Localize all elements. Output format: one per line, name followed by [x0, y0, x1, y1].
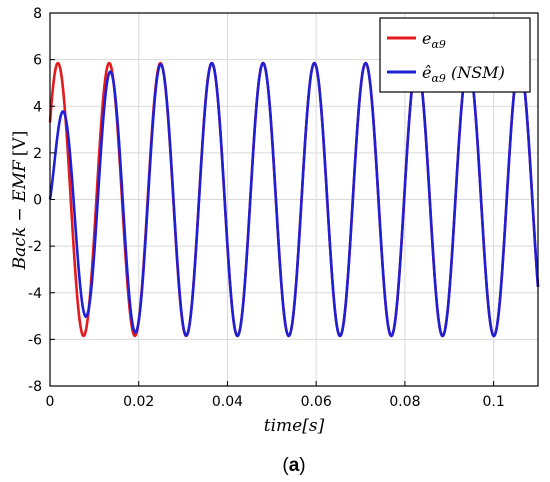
legend-label-ehat-sub: α9: [431, 72, 445, 85]
legend-label-ehat-base: ê: [422, 63, 431, 82]
x-tick-label: 0.1: [483, 394, 505, 410]
legend: eα9 êα9 (NSM): [379, 17, 531, 93]
series-group: [48, 61, 540, 338]
y-tick-label: -8: [28, 379, 42, 395]
y-tick-label: 0: [33, 193, 42, 209]
y-tick-label: -2: [28, 239, 42, 255]
y-tick-label: -4: [28, 286, 42, 302]
y-axis-label-var: Back − EMF: [10, 159, 30, 270]
tick-group: 0 0.02 0.04 0.06 0.08 0.1 -8 -6 -4 -2 0 2 4 6 8: [28, 6, 505, 410]
caption-close: ): [299, 455, 305, 476]
y-tick-label: 8: [33, 6, 42, 22]
caption-letter: a: [289, 455, 300, 476]
x-axis-label: time[s]: [264, 416, 325, 436]
legend-label-e-sub: α9: [431, 38, 445, 51]
y-tick-label: 4: [33, 99, 42, 115]
legend-label-e: eα9: [422, 29, 446, 51]
legend-label-ehat-suffix: (NSM): [446, 63, 505, 82]
caption-open: (: [282, 455, 289, 476]
x-tick-label: 0.02: [123, 394, 154, 410]
legend-label-ehat: êα9 (NSM): [422, 63, 505, 85]
x-tick-label: 0: [46, 394, 55, 410]
y-tick-label: 2: [33, 146, 42, 162]
series-line-ehat-alpha9: [48, 61, 540, 338]
caption: (a): [282, 455, 305, 476]
legend-box: [379, 17, 531, 93]
y-tick-label: 6: [33, 53, 42, 69]
legend-label-e-base: e: [422, 29, 431, 48]
grid: [50, 13, 538, 386]
x-tick-label: 0.04: [212, 394, 243, 410]
x-tick-label: 0.08: [389, 394, 420, 410]
y-tick-label: -6: [28, 332, 42, 348]
y-axis-label-unit: [V]: [10, 131, 30, 157]
y-axis-label: Back − EMF[V]: [10, 131, 30, 271]
x-tick-label: 0.06: [301, 394, 332, 410]
